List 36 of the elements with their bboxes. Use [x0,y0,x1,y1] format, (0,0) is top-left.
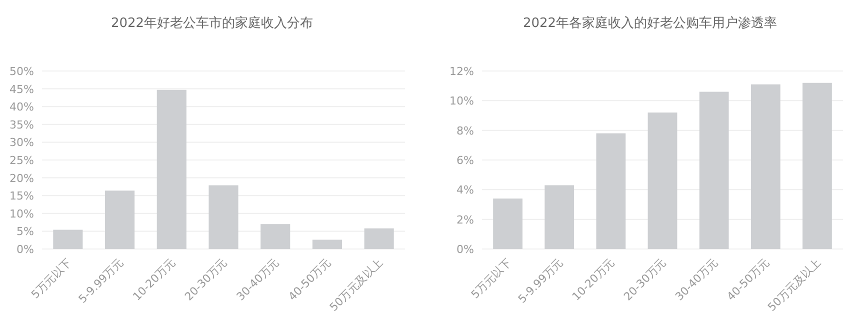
y-tick-label: 5% [16,225,34,238]
y-tick-label: 15% [10,190,34,203]
y-tick-label: 10% [10,207,34,220]
y-tick-label: 4% [456,184,474,197]
y-tick-label: 50% [10,65,34,78]
bar [596,133,626,249]
bar [493,198,522,249]
bar [750,84,780,249]
bar [312,240,342,249]
y-tick-label: 0% [16,243,34,256]
bar [53,230,83,249]
y-tick-label: 20% [10,172,34,185]
bar [802,82,832,249]
chart-title: 2022年各家庭收入的好老公购车用户渗透率 [522,15,778,31]
bar [364,228,394,249]
bar [208,185,238,249]
chart-title: 2022年好老公车市的家庭收入分布 [110,15,314,31]
y-tick-label: 25% [10,154,34,167]
y-tick-label: 10% [450,94,474,108]
y-tick-label: 40% [10,100,34,114]
bar [260,224,290,249]
y-tick-label: 12% [450,65,474,78]
x-tick-label: 5万元以下 [468,256,514,302]
bar [156,90,186,249]
y-tick-label: 45% [10,82,34,96]
x-tick-label: 5万元以下 [28,256,74,302]
bar [544,185,574,249]
bar [648,112,678,249]
y-tick-label: 6% [456,154,474,167]
y-tick-label: 30% [10,136,34,150]
bar [699,92,729,249]
y-tick-label: 35% [10,118,34,132]
y-tick-label: 2% [456,213,474,226]
y-tick-label: 0% [456,243,474,256]
y-tick-label: 8% [456,124,474,138]
bar [105,190,135,249]
